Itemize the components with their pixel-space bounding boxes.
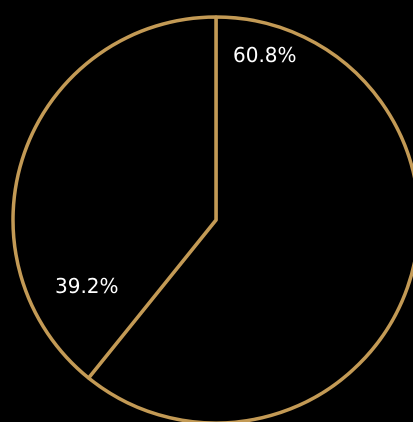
slice-label-2: 39.2% bbox=[55, 274, 119, 298]
pie-slices bbox=[11, 15, 413, 422]
pie-slice-2 bbox=[11, 15, 218, 380]
pie-slice-1 bbox=[86, 15, 413, 422]
slice-label-1: 60.8% bbox=[233, 43, 297, 67]
pie-labels: 60.8% 39.2% bbox=[55, 43, 297, 298]
